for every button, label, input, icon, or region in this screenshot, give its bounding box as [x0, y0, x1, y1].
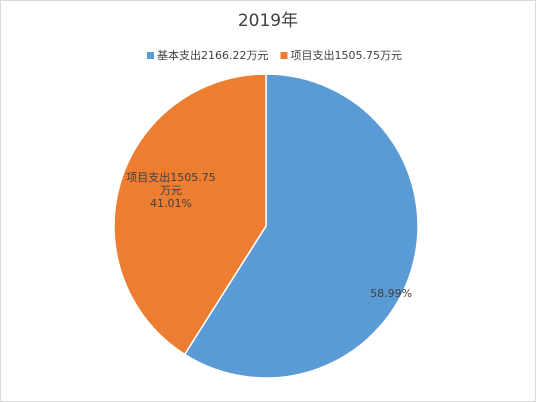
data-label: 58.99% — [361, 287, 421, 300]
data-label-value: 58.99% — [370, 287, 413, 301]
pie — [113, 73, 419, 379]
pie-slice — [183, 73, 419, 379]
legend-label: 基本支出2166.22万元 — [157, 48, 269, 62]
legend-swatch — [147, 52, 154, 59]
legend-swatch — [280, 52, 288, 59]
legend-label: 项目支出1505.75万元 — [291, 48, 403, 62]
data-label-value: 41.01% — [150, 197, 192, 210]
data-label-name: 项目支出1505.75万元 — [126, 171, 216, 197]
chart-title: 2019年 — [238, 11, 298, 31]
data-label: 项目支出1505.75万元 41.01% — [121, 171, 221, 210]
pie-slice — [113, 73, 267, 356]
legend: 基本支出2166.22万元 项目支出1505.75万元 — [147, 48, 402, 62]
